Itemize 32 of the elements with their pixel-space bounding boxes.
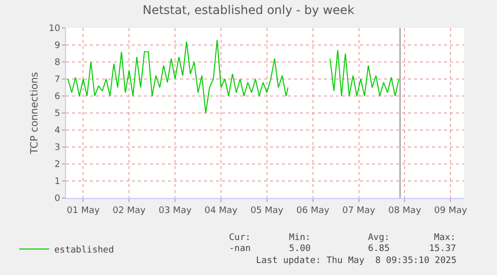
x-tick-label: 04 May [204,206,238,216]
x-tick-label: 02 May [112,206,146,216]
x-tick-label: 09 May [434,206,468,216]
y-axis-title: TCP connections [30,72,41,156]
y-tick-label: 10 [48,24,60,34]
y-tick-label: 2 [54,160,60,170]
x-tick-label: 03 May [158,206,192,216]
text: -nan [229,244,251,254]
text: Max: [434,233,456,243]
x-tick-label: 06 May [296,206,330,216]
text: 15.37 [429,244,456,254]
text: Cur: [229,233,251,243]
x-tick-label: 05 May [250,206,284,216]
y-tick-label: 1 [54,177,60,188]
y-tick-label: 6 [54,92,60,102]
text: Last update: Thu May 8 09:35:10 2025 [256,256,456,266]
chart-title: Netstat, established only - by week [142,2,354,17]
y-tick-label: 3 [54,143,60,154]
y-tick-label: 5 [54,109,60,120]
y-tick-label: 7 [54,75,60,86]
y-tick-label: 8 [54,58,60,68]
y-tick-label: 9 [54,41,60,52]
text: 5.00 [289,244,311,254]
y-tick-label: 4 [54,126,60,136]
y-tick-label: 0 [54,194,60,204]
text: 6.85 [368,244,390,254]
x-tick-label: 07 May [342,206,376,216]
text: Avg: [368,233,390,243]
x-tick-label: 01 May [66,206,100,216]
x-tick-label: 08 May [388,206,422,216]
legend-label: established [54,246,114,256]
text: Min: [289,233,311,243]
